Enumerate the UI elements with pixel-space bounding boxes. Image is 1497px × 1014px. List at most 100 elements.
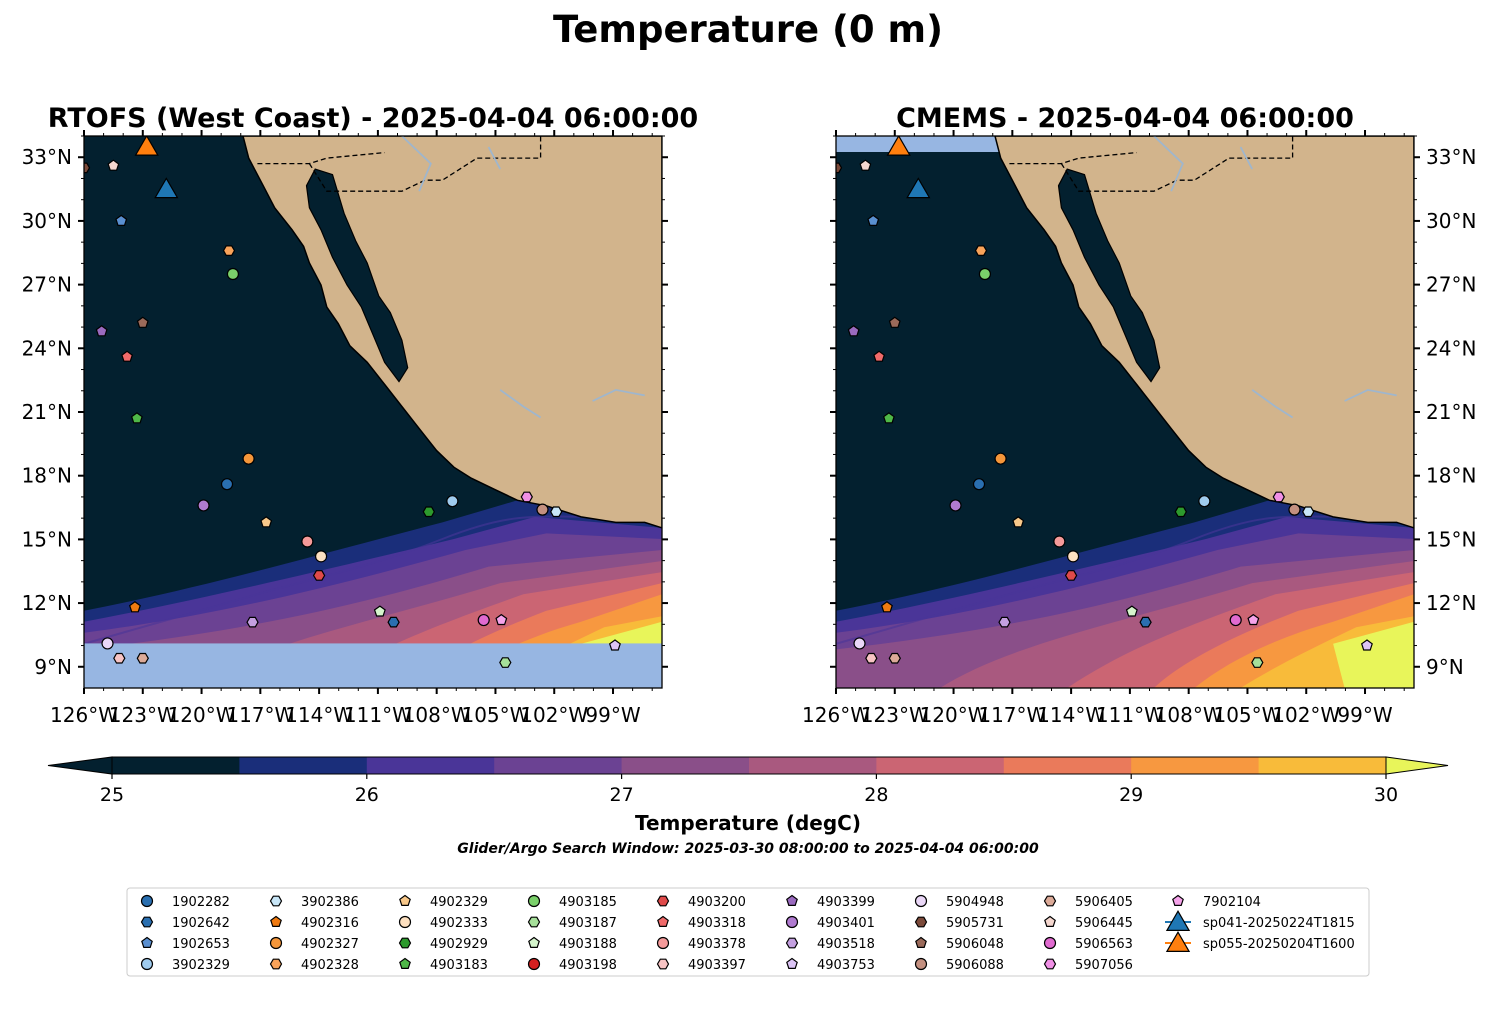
float-marker-4902316: [128, 601, 141, 613]
legend-label: 1902642: [172, 916, 230, 931]
legend-label: 4903200: [688, 895, 746, 910]
float-marker-5905731: [836, 162, 843, 174]
legend-label: 5906088: [946, 958, 1004, 973]
float-marker-sp055-20250204T1600: [134, 136, 159, 156]
legend-label: 4903753: [817, 958, 875, 973]
colorbar-segment: [366, 757, 495, 774]
legend-marker: [527, 957, 541, 971]
panel-title: RTOFS (West Coast) - 2025-04-04 06:00:00: [48, 103, 698, 134]
legend-marker: [914, 957, 928, 971]
float-marker-5906405: [888, 652, 901, 664]
legend-marker: [140, 916, 154, 928]
nodata-region: [836, 136, 1010, 152]
lon-tick-label: 111°W: [344, 703, 412, 727]
float-marker-1902282: [972, 478, 986, 491]
float-marker-1902282: [220, 478, 234, 491]
colorbar-label: Temperature (degC): [635, 811, 861, 835]
float-marker-3902329: [1198, 495, 1211, 508]
legend-label: 4902327: [301, 937, 359, 952]
legend-item: 4903187: [527, 916, 617, 931]
float-marker-4903399: [95, 325, 108, 337]
lon-tick-label: 114°W: [1037, 703, 1105, 727]
colorbar-segment: [494, 757, 623, 774]
legend-marker: [140, 957, 154, 971]
float-marker-5906088: [1288, 503, 1301, 516]
legend-item: 4902328: [269, 958, 359, 973]
legend-marker: [914, 894, 928, 908]
legend-label: 4902333: [430, 916, 488, 931]
float-marker-5906088: [536, 503, 549, 516]
float-marker-sp041-20250224T1815: [906, 177, 931, 199]
map-panel-rtofs: RTOFS (West Coast) - 2025-04-04 06:00:00…: [22, 103, 699, 727]
lat-tick-label: 24°N: [22, 336, 72, 360]
legend-item: 4903318: [657, 915, 746, 931]
legend-marker: [527, 916, 541, 928]
legend-label: 5906405: [1075, 895, 1133, 910]
legend-item: 4902329: [399, 894, 488, 910]
lon-tick-label: 120°W: [168, 703, 236, 727]
legend-label: 4903518: [817, 937, 875, 952]
search-window-text: Glider/Argo Search Window: 2025-03-30 08…: [457, 841, 1039, 857]
lat-tick-label: 12°N: [1426, 591, 1476, 615]
colorbar-tick-label: 26: [355, 784, 379, 806]
figure-title: Temperature (0 m): [553, 8, 943, 51]
float-marker-4903183: [130, 412, 143, 424]
front-line: [84, 515, 662, 645]
float-marker-sp041-20250224T1815: [154, 177, 179, 199]
river: [487, 146, 501, 170]
legend-marker: [1172, 894, 1184, 907]
lon-tick-label: 120°W: [920, 703, 988, 727]
legend-marker: [399, 894, 411, 907]
float-marker-4902329: [260, 516, 273, 528]
float-marker-7902104: [1247, 613, 1260, 626]
colorbar-extend-low: [47, 756, 113, 775]
legend-label: sp055-20250204T1600: [1203, 937, 1355, 952]
float-marker-4903183: [882, 412, 895, 424]
nodata-region: [84, 643, 662, 688]
float-marker-4903187: [499, 657, 512, 668]
float-marker-4903397: [865, 652, 878, 664]
legend-marker: [785, 937, 799, 949]
float-marker-3902386: [550, 506, 563, 518]
colorbar: 25 26 27 28 29 30: [47, 756, 1449, 806]
legend-label: 4902316: [301, 916, 359, 931]
lat-tick-label: 21°N: [22, 400, 72, 424]
legend-item: 7902104: [1172, 894, 1261, 910]
legend-marker: [656, 895, 670, 907]
lon-tick-label: 126°W: [50, 703, 118, 727]
country-border: [1060, 136, 1294, 192]
legend-item: 4902333: [398, 915, 488, 931]
lon-tick-label: 99°W: [585, 703, 640, 727]
legend-marker: [140, 894, 154, 908]
float-marker-4902328: [974, 245, 988, 256]
float-marker-4903187: [1251, 657, 1264, 668]
float-marker-4903318: [873, 350, 886, 362]
legend-item: 4903753: [786, 957, 875, 973]
lat-tick-label: 33°N: [1426, 145, 1476, 169]
colorbar-segment: [749, 757, 877, 774]
legend-marker: [141, 936, 153, 949]
colorbar-tick-label: 25: [100, 784, 124, 806]
float-marker-5906563: [477, 613, 490, 627]
lon-tick-label: 99°W: [1337, 703, 1392, 727]
lat-tick-label: 15°N: [1426, 527, 1476, 551]
float-marker-1902642: [387, 616, 400, 628]
lon-tick-label: 123°W: [109, 703, 177, 727]
float-marker-4903318: [121, 350, 134, 362]
legend-item: sp041-20250224T1815: [1165, 910, 1355, 932]
country-border: [257, 151, 385, 165]
float-marker-4902329: [1012, 516, 1025, 528]
float-marker-4903518: [246, 616, 259, 628]
lat-tick-label: 30°N: [1426, 209, 1476, 233]
legend-label: 4903188: [559, 937, 617, 952]
legend-marker: [1044, 915, 1056, 928]
lon-tick-label: 105°W: [461, 703, 529, 727]
legend-label: 4902329: [430, 895, 488, 910]
float-marker-4903401: [197, 499, 210, 512]
legend-marker: [657, 915, 669, 928]
float-marker-1902642: [1139, 616, 1152, 628]
legend-marker: [656, 958, 670, 970]
legend-label: 3902329: [172, 958, 230, 973]
colorbar-segment: [1258, 757, 1387, 774]
